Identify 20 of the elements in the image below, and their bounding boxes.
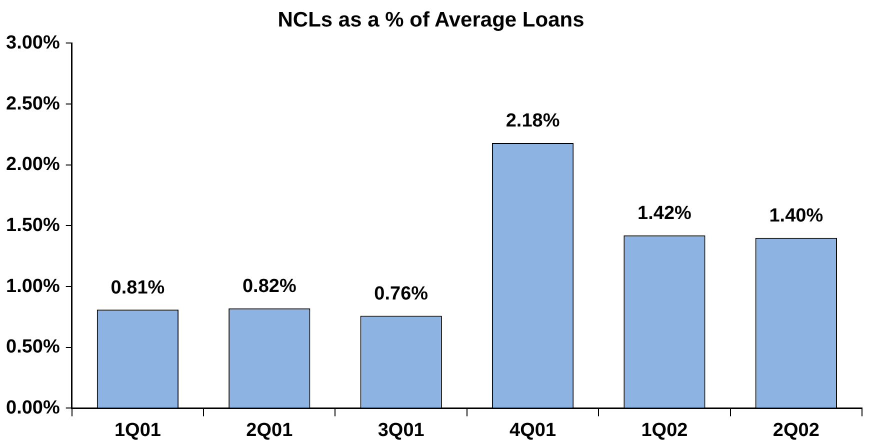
x-tick-label: 1Q01 bbox=[114, 420, 162, 441]
data-label: 0.81% bbox=[110, 277, 165, 298]
chart-title: NCLs as a % of Average Loans bbox=[278, 8, 584, 32]
y-tick-label: 2.50% bbox=[6, 93, 60, 114]
x-tick-label: 4Q01 bbox=[510, 420, 556, 441]
y-tick-label: 1.50% bbox=[6, 214, 60, 236]
y-tick-label: 0.00% bbox=[6, 397, 60, 418]
y-tick-label: 2.00% bbox=[6, 154, 60, 176]
x-tick-label: 2Q01 bbox=[246, 420, 294, 441]
data-label: 0.82% bbox=[242, 276, 296, 298]
data-label: 1.40% bbox=[769, 206, 824, 227]
y-tick-label: 1.00% bbox=[6, 276, 60, 297]
data-label: 0.76% bbox=[374, 283, 428, 304]
y-tick-label: 3.00% bbox=[6, 32, 60, 54]
x-tick-label: 1Q02 bbox=[641, 420, 688, 441]
x-tick-label: 3Q01 bbox=[378, 420, 425, 441]
data-label: 2.18% bbox=[506, 110, 560, 132]
y-tick-label: 0.50% bbox=[6, 336, 60, 358]
data-label: 1.42% bbox=[638, 203, 692, 224]
x-tick-label: 2Q02 bbox=[772, 420, 820, 441]
